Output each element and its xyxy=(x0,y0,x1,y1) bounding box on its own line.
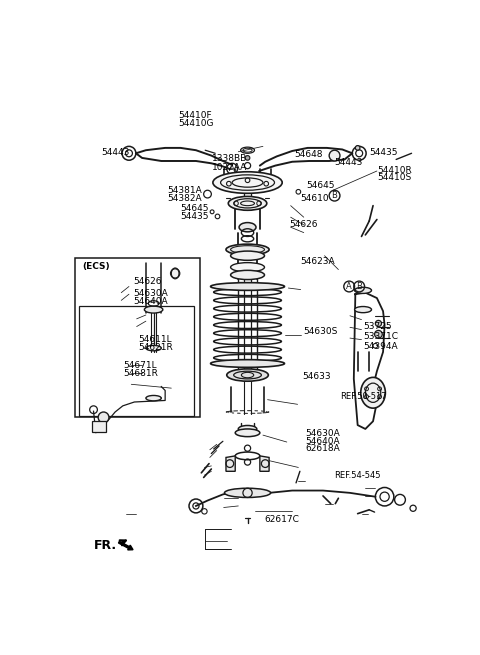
Text: 62617C: 62617C xyxy=(264,515,300,524)
Text: B: B xyxy=(356,282,362,291)
Ellipse shape xyxy=(238,426,257,432)
Circle shape xyxy=(98,412,109,422)
Polygon shape xyxy=(260,456,269,472)
Ellipse shape xyxy=(225,488,271,498)
Ellipse shape xyxy=(355,288,372,293)
Text: 54443: 54443 xyxy=(101,148,130,157)
Ellipse shape xyxy=(239,223,256,232)
Circle shape xyxy=(245,156,250,160)
Text: 54382A: 54382A xyxy=(168,194,202,203)
Text: A: A xyxy=(227,174,232,183)
Ellipse shape xyxy=(361,377,385,408)
Text: 54621R: 54621R xyxy=(138,343,173,352)
Text: 54610: 54610 xyxy=(300,194,328,203)
Ellipse shape xyxy=(230,251,264,260)
Text: 62618A: 62618A xyxy=(305,444,340,453)
Text: 54394A: 54394A xyxy=(363,342,397,351)
Text: A: A xyxy=(346,282,352,291)
Text: 54623A: 54623A xyxy=(300,257,335,266)
Ellipse shape xyxy=(228,196,267,210)
Ellipse shape xyxy=(211,360,285,367)
Ellipse shape xyxy=(146,345,161,351)
Text: 54410S: 54410S xyxy=(377,174,411,182)
Text: 54410F: 54410F xyxy=(178,111,212,120)
Text: 54435: 54435 xyxy=(180,212,209,221)
Text: 54640A: 54640A xyxy=(133,297,168,305)
Text: 53725: 53725 xyxy=(363,322,392,331)
Ellipse shape xyxy=(230,263,264,272)
Ellipse shape xyxy=(227,369,268,381)
Text: B: B xyxy=(332,191,337,200)
Text: 53371C: 53371C xyxy=(363,332,398,341)
Ellipse shape xyxy=(211,283,285,290)
Text: 1338BB: 1338BB xyxy=(212,154,247,163)
Text: 54410G: 54410G xyxy=(178,119,214,128)
Ellipse shape xyxy=(146,396,161,401)
Text: 54630A: 54630A xyxy=(133,289,168,298)
Ellipse shape xyxy=(226,244,269,255)
Text: 54381A: 54381A xyxy=(168,187,202,195)
Circle shape xyxy=(170,269,180,278)
Bar xyxy=(75,258,200,417)
Text: REF.50-517: REF.50-517 xyxy=(340,392,386,401)
Text: 54645: 54645 xyxy=(306,181,335,190)
Text: 54645: 54645 xyxy=(180,204,209,213)
Text: 54681R: 54681R xyxy=(123,369,157,378)
Circle shape xyxy=(374,330,382,338)
Text: A: A xyxy=(229,164,235,173)
Circle shape xyxy=(329,150,340,161)
Text: 54626: 54626 xyxy=(289,219,318,229)
Ellipse shape xyxy=(213,172,282,193)
Text: 54630S: 54630S xyxy=(304,327,338,335)
Text: 54640A: 54640A xyxy=(305,437,340,445)
Text: 54633: 54633 xyxy=(302,372,331,381)
Text: 54626: 54626 xyxy=(133,277,161,286)
Ellipse shape xyxy=(355,307,372,312)
Text: 54443: 54443 xyxy=(335,158,363,167)
Text: 54671L: 54671L xyxy=(123,361,156,370)
Text: 54435: 54435 xyxy=(369,148,398,157)
Text: REF.54-545: REF.54-545 xyxy=(335,472,381,480)
Bar xyxy=(79,306,194,416)
Ellipse shape xyxy=(230,271,264,280)
Circle shape xyxy=(355,145,360,150)
Ellipse shape xyxy=(144,306,163,313)
Text: 54630A: 54630A xyxy=(305,429,340,438)
Text: 54648: 54648 xyxy=(295,150,323,159)
Circle shape xyxy=(375,320,382,327)
Text: 54611L: 54611L xyxy=(138,335,172,344)
FancyArrow shape xyxy=(119,541,133,550)
Text: 1022AA: 1022AA xyxy=(212,163,247,172)
Polygon shape xyxy=(226,456,235,472)
Text: (ECS): (ECS) xyxy=(82,262,109,271)
Ellipse shape xyxy=(235,429,260,437)
Bar xyxy=(92,421,106,432)
Text: FR.: FR. xyxy=(94,539,118,552)
Text: 54410R: 54410R xyxy=(377,166,412,175)
